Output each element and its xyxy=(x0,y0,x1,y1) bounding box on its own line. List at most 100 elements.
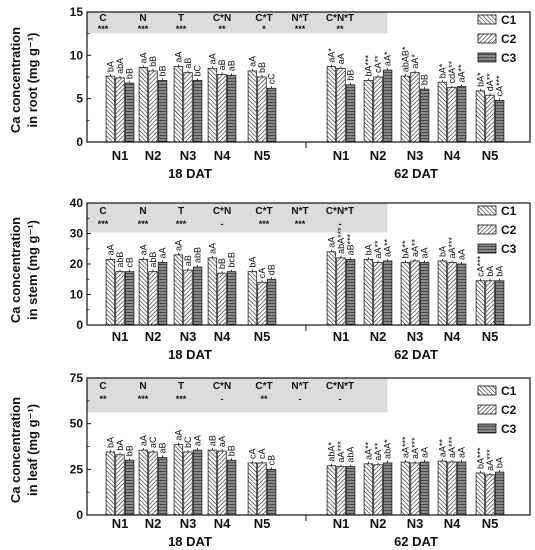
bar-c1 xyxy=(400,262,411,326)
x-tick-label: N2 xyxy=(370,516,387,531)
y-tick-label: 75 xyxy=(70,371,84,385)
bar-c3 xyxy=(226,459,237,516)
bar-c1 xyxy=(363,259,374,326)
bar-c3 xyxy=(494,471,505,516)
significance-label: aA xyxy=(457,447,467,458)
legend-label: C2 xyxy=(501,223,517,237)
bar-c2 xyxy=(373,76,383,143)
x-tick-label: N5 xyxy=(254,516,271,531)
significance-label: abA xyxy=(346,447,356,463)
bar-c3 xyxy=(266,468,277,516)
bar-c2 xyxy=(217,272,227,326)
y-axis-label: in leaf (mg g⁻¹) xyxy=(25,404,40,496)
significance-label: aA*** xyxy=(447,236,457,258)
stats-box xyxy=(87,12,388,34)
bar-c2 xyxy=(447,262,457,326)
bar-c2 xyxy=(410,72,420,143)
significance-label: cA*** xyxy=(475,255,485,277)
x-tick-label: N1 xyxy=(112,329,129,344)
stats-value: ** xyxy=(260,394,268,404)
bar-c2 xyxy=(183,269,193,326)
stats-header: N xyxy=(139,206,146,217)
stats-value: *** xyxy=(176,24,187,34)
stats-value: - xyxy=(339,394,342,404)
significance-label: aA*** xyxy=(336,441,346,463)
x-tick-label: N4 xyxy=(214,516,231,531)
legend-swatch-c3 xyxy=(477,423,497,434)
stats-value: ** xyxy=(336,24,344,34)
significance-label: cA xyxy=(257,268,267,279)
significance-label: cA** xyxy=(373,55,383,73)
significance-label: bA xyxy=(495,266,505,277)
bar-c1 xyxy=(247,462,258,516)
bar-c3 xyxy=(456,86,467,143)
bar-c1 xyxy=(207,449,218,516)
bar-c2 xyxy=(485,474,495,516)
group-label: 18 DAT xyxy=(168,534,212,549)
x-tick-label: N3 xyxy=(180,329,197,344)
bar-c2 xyxy=(257,76,267,143)
bar-c3 xyxy=(226,271,237,326)
significance-label: bB xyxy=(420,74,430,85)
bar-c3 xyxy=(192,449,203,516)
stats-value: *** xyxy=(176,219,187,229)
stats-value: *** xyxy=(98,219,109,229)
bar-c2 xyxy=(115,454,125,516)
significance-label: bA xyxy=(115,440,125,451)
stats-value: ** xyxy=(218,24,226,34)
bar-c2 xyxy=(183,451,193,516)
stats-header: C*T xyxy=(255,381,272,392)
significance-label: aA** xyxy=(383,238,393,257)
bar-c1 xyxy=(400,75,411,143)
significance-label: bB xyxy=(125,445,135,456)
bar-c2 xyxy=(373,464,383,516)
significance-label: aB*** xyxy=(346,233,356,255)
significance-label: aA xyxy=(207,53,217,64)
stats-header: C xyxy=(99,13,106,24)
bar-c2 xyxy=(217,74,227,143)
bar-c1 xyxy=(363,80,374,143)
significance-label: abA* xyxy=(383,439,393,459)
significance-label: abA xyxy=(115,58,125,74)
significance-label: aA xyxy=(420,447,430,458)
significance-label: bcB xyxy=(227,252,237,268)
stats-value: *** xyxy=(138,219,149,229)
bar-c3 xyxy=(345,259,356,326)
bar-c1 xyxy=(326,465,337,516)
stats-value: * xyxy=(262,24,266,34)
significance-label: aA xyxy=(336,53,346,64)
significance-label: bA** xyxy=(400,240,410,259)
y-tick-label: 0 xyxy=(76,508,83,522)
significance-label: aA xyxy=(173,240,183,251)
significance-label: bA xyxy=(495,457,505,468)
legend-swatch-c1 xyxy=(477,205,497,216)
significance-label: aB xyxy=(227,60,237,71)
significance-label: bA xyxy=(363,244,373,255)
y-axis-label: Ca concentration xyxy=(8,397,23,503)
significance-label: bB xyxy=(346,70,356,81)
stats-header: C*T xyxy=(255,206,272,217)
y-tick-label: 25 xyxy=(70,462,84,476)
x-tick-label: N1 xyxy=(112,516,129,531)
significance-label: bA* xyxy=(475,72,485,87)
significance-label: bB xyxy=(125,68,135,79)
bar-c2 xyxy=(336,466,346,516)
y-tick-label: 20 xyxy=(70,257,84,271)
x-tick-label: N4 xyxy=(444,516,461,531)
bar-c3 xyxy=(124,459,135,516)
x-tick-label: N1 xyxy=(112,148,129,163)
significance-label: bA xyxy=(437,246,447,257)
significance-label: abA*** xyxy=(336,227,346,254)
stats-box xyxy=(87,203,388,233)
y-tick-label: 0 xyxy=(76,318,83,332)
significance-label: dA** xyxy=(485,73,495,92)
bar-c3 xyxy=(157,262,168,326)
bar-c1 xyxy=(475,90,486,143)
stats-header: C*N*T xyxy=(326,381,354,392)
significance-label: bA*** xyxy=(475,447,485,469)
significance-label: aB xyxy=(207,435,217,446)
stats-header: C*N xyxy=(213,13,231,24)
bar-c1 xyxy=(326,251,337,326)
significance-label: abB xyxy=(148,252,158,268)
legend-label: C3 xyxy=(501,242,517,256)
